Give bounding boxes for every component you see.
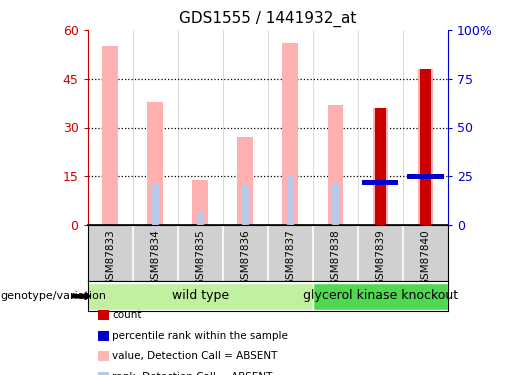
Text: percentile rank within the sample: percentile rank within the sample (112, 331, 288, 340)
Bar (147, 102, 163, 225)
Bar (102, 46, 118, 225)
Text: GSM87839: GSM87839 (375, 230, 385, 286)
Bar (152, 183, 159, 225)
Title: GDS1555 / 1441932_at: GDS1555 / 1441932_at (179, 11, 356, 27)
Text: GSM87834: GSM87834 (150, 230, 160, 286)
Bar (375, 108, 386, 225)
Text: GSM87837: GSM87837 (285, 230, 295, 286)
Bar (372, 108, 388, 225)
Bar (363, 180, 399, 185)
Bar (328, 105, 344, 225)
Text: rank, Detection Call = ABSENT: rank, Detection Call = ABSENT (112, 372, 272, 375)
Text: GSM87838: GSM87838 (331, 230, 340, 286)
Bar (287, 176, 294, 225)
Bar (313, 283, 448, 310)
Text: GSM87833: GSM87833 (105, 230, 115, 286)
Bar (282, 43, 298, 225)
Bar (332, 183, 339, 225)
Bar (192, 180, 208, 225)
Text: glycerol kinase knockout: glycerol kinase knockout (303, 289, 458, 302)
Text: wild type: wild type (171, 289, 229, 302)
Text: value, Detection Call = ABSENT: value, Detection Call = ABSENT (112, 351, 278, 361)
Bar (407, 174, 443, 179)
Bar (197, 212, 203, 225)
Text: genotype/variation: genotype/variation (0, 291, 106, 301)
Bar (88, 283, 313, 310)
Text: GSM87836: GSM87836 (241, 230, 250, 286)
Bar (242, 186, 249, 225)
Text: GSM87835: GSM87835 (195, 230, 205, 286)
Text: GSM87840: GSM87840 (421, 230, 431, 286)
Bar (418, 69, 434, 225)
Text: count: count (112, 310, 142, 320)
Bar (237, 137, 253, 225)
Bar (420, 69, 431, 225)
